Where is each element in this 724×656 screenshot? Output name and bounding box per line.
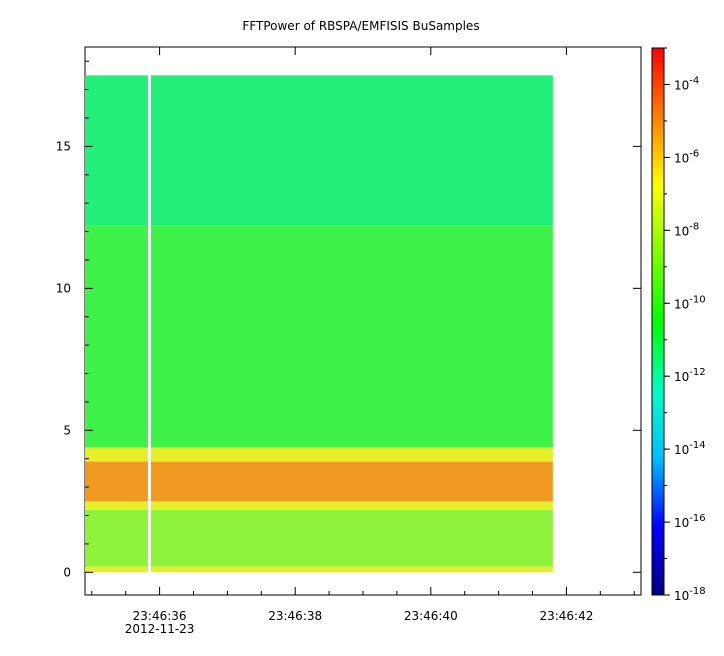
colorbar-tick-label: 10-6 (674, 148, 699, 165)
heatmap-band-3 (85, 461, 553, 502)
heatmap-band-6 (85, 75, 553, 226)
colorbar-tick-label: 10-8 (674, 221, 699, 238)
x-tick-label: 23:46:38 (268, 609, 322, 623)
data-gap (147, 75, 151, 573)
colorbar-tick-label: 10-4 (674, 75, 699, 92)
colorbar-ticks: 10-4 10-6 10-8 10-10 10-12 10-14 10-16 10-18 (664, 47, 706, 603)
colorbar-gradient (651, 47, 665, 596)
y-tick-label: 15 (56, 139, 71, 153)
colorbar-tick-label: 10-12 (674, 367, 706, 384)
y-tick-label: 5 (63, 423, 71, 437)
x-tick-label: 23:46:40 (404, 609, 458, 623)
colorbar-tick-label: 10-14 (674, 440, 706, 457)
heatmap-band-4 (85, 447, 553, 462)
heatmap-layer (85, 75, 553, 573)
x-tick-label: 23:46:36 (133, 609, 187, 623)
y-tick-label: 10 (56, 281, 71, 295)
colorbar: 10-4 10-6 10-8 10-10 10-12 10-14 10-16 10-18 (651, 47, 706, 603)
heatmap-band-0 (85, 566, 553, 573)
heatmap-band-1 (85, 509, 553, 567)
heatmap-band-2 (85, 501, 553, 510)
x-tick-label: 23:46:42 (539, 609, 593, 623)
x-tick-date-label: 2012-11-23 (125, 622, 195, 636)
colorbar-tick-label: 10-16 (674, 513, 706, 530)
colorbar-tick-label: 10-10 (674, 294, 706, 311)
heatmap-band-5 (85, 225, 553, 448)
y-axis: 0 5 10 15 (56, 60, 641, 579)
y-tick-label: 0 (63, 565, 71, 579)
chart-title: FFTPower of RBSPA/EMFISIS BuSamples (242, 19, 479, 33)
colorbar-tick-label: 10-18 (674, 586, 706, 603)
